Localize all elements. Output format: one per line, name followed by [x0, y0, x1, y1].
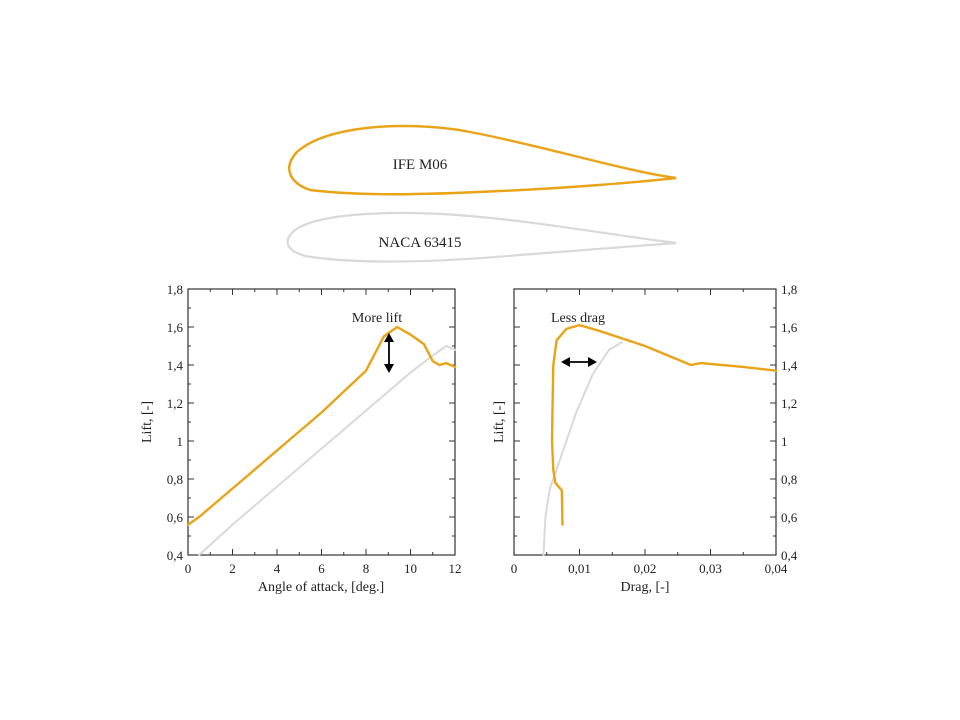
- airfoil-naca-63415-outline: [286, 211, 677, 263]
- y-tick-label: 0,6: [167, 510, 184, 525]
- y-tick-label: 0,8: [781, 472, 797, 487]
- x-tick-label: 2: [229, 561, 236, 576]
- airfoil-label-ife-m06: IFE M06: [393, 157, 448, 173]
- airfoil-label-naca-63415: NACA 63415: [379, 235, 462, 251]
- lift-vs-drag-chart: 0 0,01 0,02 0,03 0,04 0,4 0,6 0,8 1 1,2 1,4 1,6 1,8…: [492, 282, 798, 595]
- x-tick-label: 0,02: [634, 561, 657, 576]
- series-line-naca-63415: [198, 345, 456, 556]
- y-tick-label: 1,8: [781, 282, 797, 297]
- series-lines: [542, 323, 778, 556]
- y-tick-label: 0,4: [167, 548, 184, 563]
- x-axis-ticks: 0 2 4 6 8 10 12: [185, 289, 462, 576]
- x-axis-label: Drag, [-]: [621, 580, 670, 595]
- x-tick-label: 0,03: [699, 561, 722, 576]
- annotation-more-lift: More lift: [352, 311, 402, 326]
- lift-arrow-icon: [384, 333, 394, 373]
- x-tick-label: 0,04: [765, 561, 788, 576]
- annotation-less-drag: Less drag: [551, 311, 605, 326]
- x-axis-ticks: 0 0,01 0,02 0,03 0,04: [511, 289, 788, 576]
- y-tick-label: 1,2: [781, 396, 797, 411]
- y-tick-label: 1: [781, 434, 788, 449]
- y-tick-label: 1: [177, 434, 184, 449]
- y-axis-ticks: 0,4 0,6 0,8 1 1,2 1,4 1,6 1,8: [167, 282, 455, 563]
- x-tick-label: 0: [185, 561, 192, 576]
- y-axis-label: Lift, [-]: [140, 401, 155, 443]
- x-axis-label: Angle of attack, [deg.]: [258, 580, 384, 595]
- y-tick-label: 0,8: [167, 472, 183, 487]
- y-tick-label: 1,2: [167, 396, 183, 411]
- series-line-ife-m06: [550, 323, 778, 526]
- x-tick-label: 0: [511, 561, 518, 576]
- series-line-ife-m06: [186, 325, 457, 526]
- y-tick-label: 1,8: [167, 282, 183, 297]
- series-line-naca-63415: [542, 341, 624, 556]
- y-tick-label: 0,4: [781, 548, 798, 563]
- series-lines: [186, 325, 457, 556]
- x-tick-label: 6: [318, 561, 325, 576]
- x-tick-label: 0,01: [568, 561, 591, 576]
- x-tick-label: 10: [404, 561, 417, 576]
- y-tick-label: 1,6: [781, 320, 798, 335]
- y-axis-label: Lift, [-]: [492, 401, 507, 443]
- x-tick-label: 8: [363, 561, 370, 576]
- y-tick-label: 1,6: [167, 320, 184, 335]
- y-tick-label: 1,4: [781, 358, 798, 373]
- x-tick-label: 4: [274, 561, 281, 576]
- y-tick-label: 0,6: [781, 510, 798, 525]
- y-tick-label: 1,4: [167, 358, 184, 373]
- airfoil-diagrams: IFE M06 NACA 63415: [286, 124, 677, 263]
- airfoil-ife-m06-outline: [288, 124, 677, 196]
- drag-arrow-icon: [561, 357, 597, 367]
- plot-frame: [187, 288, 456, 556]
- x-tick-label: 12: [449, 561, 462, 576]
- y-axis-ticks: 0,4 0,6 0,8 1 1,2 1,4 1,6 1,8: [514, 282, 798, 563]
- lift-vs-angle-chart: 0 2 4 6 8 10 12 0,4 0,6 0,8 1 1,2 1,4 1,6 1,8 Angle o…: [140, 282, 462, 595]
